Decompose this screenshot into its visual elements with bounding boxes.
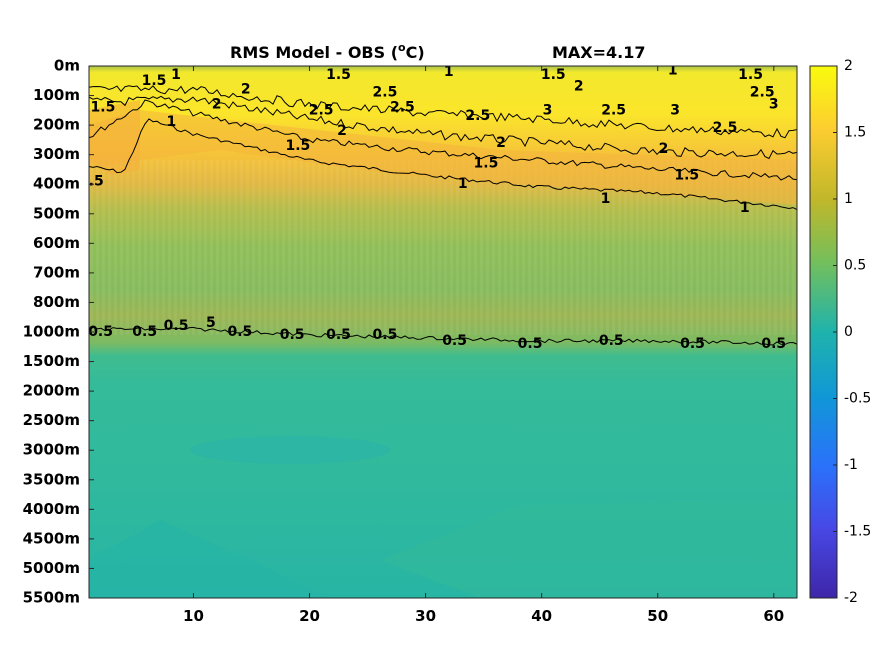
- y-tick-label: 3000m: [23, 441, 80, 459]
- contour-label: 1: [740, 200, 750, 216]
- contour-label: 2.5: [309, 102, 334, 118]
- y-tick-label: 600m: [33, 234, 80, 252]
- contour-line-2.5: [89, 85, 797, 139]
- contour-label: 2: [337, 123, 347, 139]
- contour-label: 0.5: [227, 324, 252, 340]
- contour-label: 0.5: [280, 327, 305, 343]
- contour-label: 2.5: [750, 85, 775, 101]
- contour-label: 2: [659, 141, 669, 157]
- x-tick-label: 50: [647, 607, 668, 625]
- y-tick-label: 2500m: [23, 411, 80, 429]
- contour-label: 3: [769, 96, 779, 112]
- x-tick-label: 40: [531, 607, 552, 625]
- heatmap-field: 1.511.52211.522.51.52.52.512.521.511.532…: [79, 62, 797, 598]
- colorbar-tick-label: 0: [844, 324, 853, 340]
- contour-label: 1: [167, 114, 177, 130]
- deep-patch-1: [190, 436, 390, 464]
- colorbar-tick-label: -1.5: [844, 524, 871, 540]
- x-tick-label: 20: [299, 607, 320, 625]
- contour-label: 0.5: [326, 327, 351, 343]
- contour-label: 0.5: [164, 318, 189, 334]
- contour-label: 2: [212, 96, 222, 112]
- chart-title: RMS Model - OBS (oC): [230, 41, 425, 62]
- y-tick-label: 5500m: [23, 589, 80, 607]
- contour-label: 0.5: [373, 327, 398, 343]
- contour-label: 0.5: [761, 336, 786, 352]
- y-tick-label: 100m: [33, 86, 80, 104]
- contour-label: 1: [444, 64, 454, 80]
- contour-label: 1.5: [738, 67, 763, 83]
- contour-label: 1: [668, 62, 678, 78]
- colorbar-tick-label: 2: [844, 58, 853, 74]
- contour-label: 2.5: [390, 99, 415, 115]
- coastal-warm-patch: [89, 100, 140, 175]
- contour-label: 1.5: [474, 156, 499, 172]
- colorbar-tick-label: -0.5: [844, 391, 871, 407]
- contour-label: 1.5: [286, 138, 311, 154]
- contour-label: 2.5: [601, 102, 626, 118]
- contour-label: 2: [574, 79, 584, 95]
- contour-label: 0.5: [79, 173, 104, 189]
- y-tick-label: 800m: [33, 293, 80, 311]
- deep-patch-3: [380, 500, 797, 598]
- contour-label: 5: [206, 315, 216, 331]
- contour-label: 1.5: [326, 67, 351, 83]
- contour-label: 2: [241, 82, 251, 98]
- colorbar-tick-label: 0.5: [844, 258, 866, 274]
- y-tick-label: 1000m: [23, 323, 80, 341]
- x-tick-label: 10: [183, 607, 204, 625]
- colorbar-tick-label: -1: [844, 457, 858, 473]
- y-tick-label: 3500m: [23, 470, 80, 488]
- contour-label: 1.5: [541, 67, 566, 83]
- contour-label: 3: [670, 102, 680, 118]
- contour-line-0.5: [89, 326, 797, 346]
- y-tick-label: 2000m: [23, 382, 80, 400]
- contour-line-2: [89, 95, 797, 160]
- y-tick-label: 400m: [33, 175, 80, 193]
- colorbar-tick-label: -2: [844, 590, 858, 606]
- y-tick-label: 0m: [54, 57, 80, 75]
- contour-label: 2.5: [373, 85, 398, 101]
- y-tick-label: 200m: [33, 116, 80, 134]
- contour-label: 1.5: [91, 99, 116, 115]
- contour-label: 1: [458, 176, 468, 192]
- contour-label: 3: [543, 102, 553, 118]
- y-tick-label: 300m: [33, 145, 80, 163]
- y-tick-label: 700m: [33, 263, 80, 281]
- contour-label: 2.5: [465, 108, 490, 124]
- contour-line-1.5: [89, 99, 797, 181]
- contour-label: 1: [601, 191, 611, 207]
- contour-label: 0.5: [132, 324, 157, 340]
- contour-label: 2: [496, 135, 506, 151]
- y-tick-label: 500m: [33, 204, 80, 222]
- contour-line-1: [89, 118, 797, 211]
- contour-label: 1.5: [674, 167, 699, 183]
- y-tick-label: 4500m: [23, 529, 80, 547]
- contour-label: 0.5: [442, 333, 467, 349]
- y-tick-label: 4000m: [23, 500, 80, 518]
- contour-label: 0.5: [518, 336, 543, 352]
- colorbar-tick-label: 1: [844, 191, 853, 207]
- y-tick-label: 5000m: [23, 559, 80, 577]
- max-label: MAX=4.17: [552, 43, 646, 62]
- contour-label: 0.5: [88, 324, 113, 340]
- colorbar: [809, 65, 838, 599]
- x-tick-label: 30: [415, 607, 436, 625]
- contour-label: 0.5: [599, 333, 624, 349]
- colorbar-tick-label: 1.5: [844, 125, 866, 141]
- contour-label: 0.5: [680, 336, 705, 352]
- deep-patch-2: [89, 520, 330, 598]
- contour-label: 1.5: [142, 73, 167, 89]
- contour-label: 2.5: [713, 120, 738, 136]
- warm-tongue: [89, 110, 797, 205]
- contour-label: 1: [171, 67, 181, 83]
- x-tick-label: 60: [763, 607, 784, 625]
- y-tick-label: 1500m: [23, 352, 80, 370]
